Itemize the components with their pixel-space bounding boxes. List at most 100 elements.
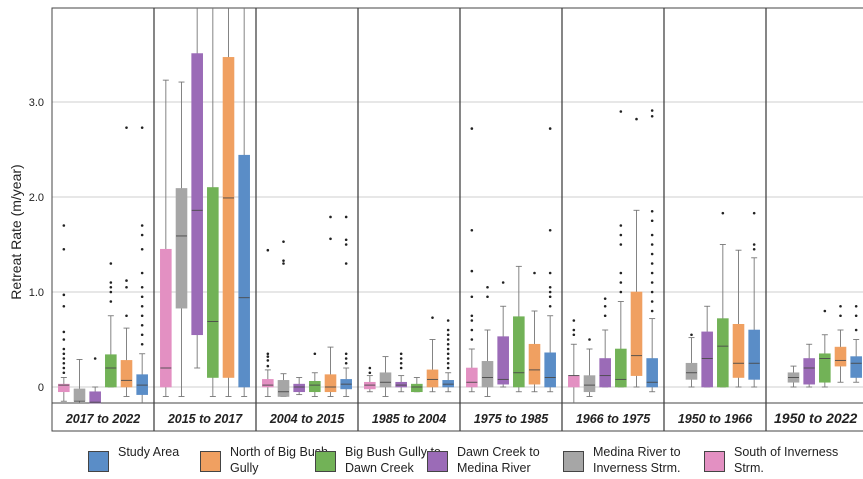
box-north-of-big-bush-gully xyxy=(120,126,133,397)
outlier-point xyxy=(752,247,756,251)
outlier-point xyxy=(368,371,372,375)
outlier-point xyxy=(399,352,403,356)
legend-swatch xyxy=(427,451,448,472)
outlier-point xyxy=(368,366,372,370)
outlier-point xyxy=(548,295,552,299)
box-iqr xyxy=(599,358,611,388)
outlier-point xyxy=(62,361,66,365)
box-iqr xyxy=(717,318,729,388)
box-iqr xyxy=(89,391,101,404)
outlier-point xyxy=(650,309,654,313)
box-iqr xyxy=(324,374,337,393)
outlier-point xyxy=(650,300,654,303)
period-label: 1966 to 1975 xyxy=(576,412,651,426)
box-iqr xyxy=(583,375,596,393)
box-iqr xyxy=(73,388,86,402)
outlier-point xyxy=(140,333,144,337)
outlier-point xyxy=(854,328,858,332)
outlier-point xyxy=(446,357,450,360)
legend-label: South of Inverness Strm. xyxy=(734,445,839,475)
outlier-point xyxy=(470,295,474,299)
outlier-point xyxy=(62,357,66,360)
outlier-point xyxy=(140,247,144,251)
box-iqr xyxy=(395,381,407,388)
box-iqr xyxy=(58,383,70,393)
box-iqr xyxy=(222,57,235,378)
box-north-of-big-bush-gully xyxy=(630,117,643,388)
outlier-point xyxy=(344,243,348,246)
outlier-point xyxy=(140,233,144,237)
box-iqr xyxy=(701,331,713,388)
box-iqr xyxy=(191,53,203,336)
box-iqr xyxy=(160,248,172,388)
y-tick-label: 1.0 xyxy=(29,287,44,299)
outlier-point xyxy=(619,233,623,237)
outlier-point xyxy=(282,259,285,262)
outlier-point xyxy=(344,352,348,356)
box-iqr xyxy=(238,154,250,388)
outlier-point xyxy=(690,333,693,337)
outlier-point xyxy=(399,366,403,370)
label-layer: 0 1.0 2.0 3.0 2017 to 2022 2015 to 2017 2004 t… xyxy=(29,97,858,426)
period-label: 1950 to 2022 xyxy=(774,410,857,426)
box-dawn-creek-to-medina-river xyxy=(803,343,815,388)
outlier-point xyxy=(140,285,144,289)
box-study-area xyxy=(136,126,148,403)
outlier-point xyxy=(62,304,66,308)
legend-swatch xyxy=(315,451,336,472)
box-south-of-inverness-strm- xyxy=(568,319,580,403)
box-big-bush-gully-to-dawn-creek xyxy=(717,211,729,388)
box-iqr xyxy=(105,354,117,388)
box-iqr xyxy=(615,348,627,388)
outlier-point xyxy=(125,314,128,318)
box-north-of-big-bush-gully xyxy=(426,316,439,393)
box-north-of-big-bush-gully xyxy=(732,249,745,388)
box-big-bush-gully-to-dawn-creek xyxy=(309,352,321,397)
outlier-point xyxy=(470,314,474,318)
outlier-point xyxy=(399,361,403,365)
box-iqr xyxy=(819,353,831,383)
legend-label: Big Bush Gully to Dawn Creek xyxy=(345,445,441,475)
outlier-point xyxy=(501,281,505,284)
outlier-point xyxy=(650,262,654,265)
outlier-point xyxy=(619,271,623,275)
legend-label: Study Area xyxy=(118,445,180,459)
outlier-point xyxy=(470,269,474,273)
box-medina-river-to-inverness-strm- xyxy=(481,285,494,397)
outlier-point xyxy=(446,333,450,337)
outlier-point xyxy=(470,328,474,332)
box-big-bush-gully-to-dawn-creek xyxy=(411,377,423,393)
outlier-point xyxy=(603,297,607,300)
outlier-point xyxy=(650,281,654,284)
outlier-point xyxy=(470,228,474,232)
box-layer xyxy=(58,8,862,404)
outlier-point xyxy=(140,323,144,327)
box-iqr xyxy=(426,369,439,388)
outlier-point xyxy=(62,293,66,297)
box-iqr xyxy=(834,346,847,367)
box-plot-chart: 0 1.0 2.0 3.0 2017 to 2022 2015 to 2017 2004 t… xyxy=(8,7,863,432)
box-iqr xyxy=(364,381,376,390)
box-medina-river-to-inverness-strm- xyxy=(379,356,392,397)
box-iqr xyxy=(466,367,478,388)
box-medina-river-to-inverness-strm- xyxy=(175,81,188,397)
box-south-of-inverness-strm- xyxy=(262,248,274,397)
outlier-point xyxy=(266,352,270,356)
outlier-point xyxy=(619,290,623,294)
outlier-point xyxy=(533,271,536,275)
box-dawn-creek-to-medina-river xyxy=(89,357,101,404)
box-south-of-inverness-strm- xyxy=(160,79,172,397)
outlier-point xyxy=(650,209,654,213)
outlier-point xyxy=(140,295,144,299)
outlier-point xyxy=(62,224,66,227)
outlier-point xyxy=(140,304,144,308)
legend-swatch xyxy=(563,451,584,472)
outlier-point xyxy=(140,342,144,346)
outlier-point xyxy=(62,371,66,375)
outlier-point xyxy=(62,366,66,370)
outlier-point xyxy=(125,285,128,289)
y-tick-label: 2.0 xyxy=(29,192,44,204)
outlier-point xyxy=(721,211,725,215)
period-label: 1985 to 2004 xyxy=(372,412,446,426)
box-study-area xyxy=(340,215,352,397)
